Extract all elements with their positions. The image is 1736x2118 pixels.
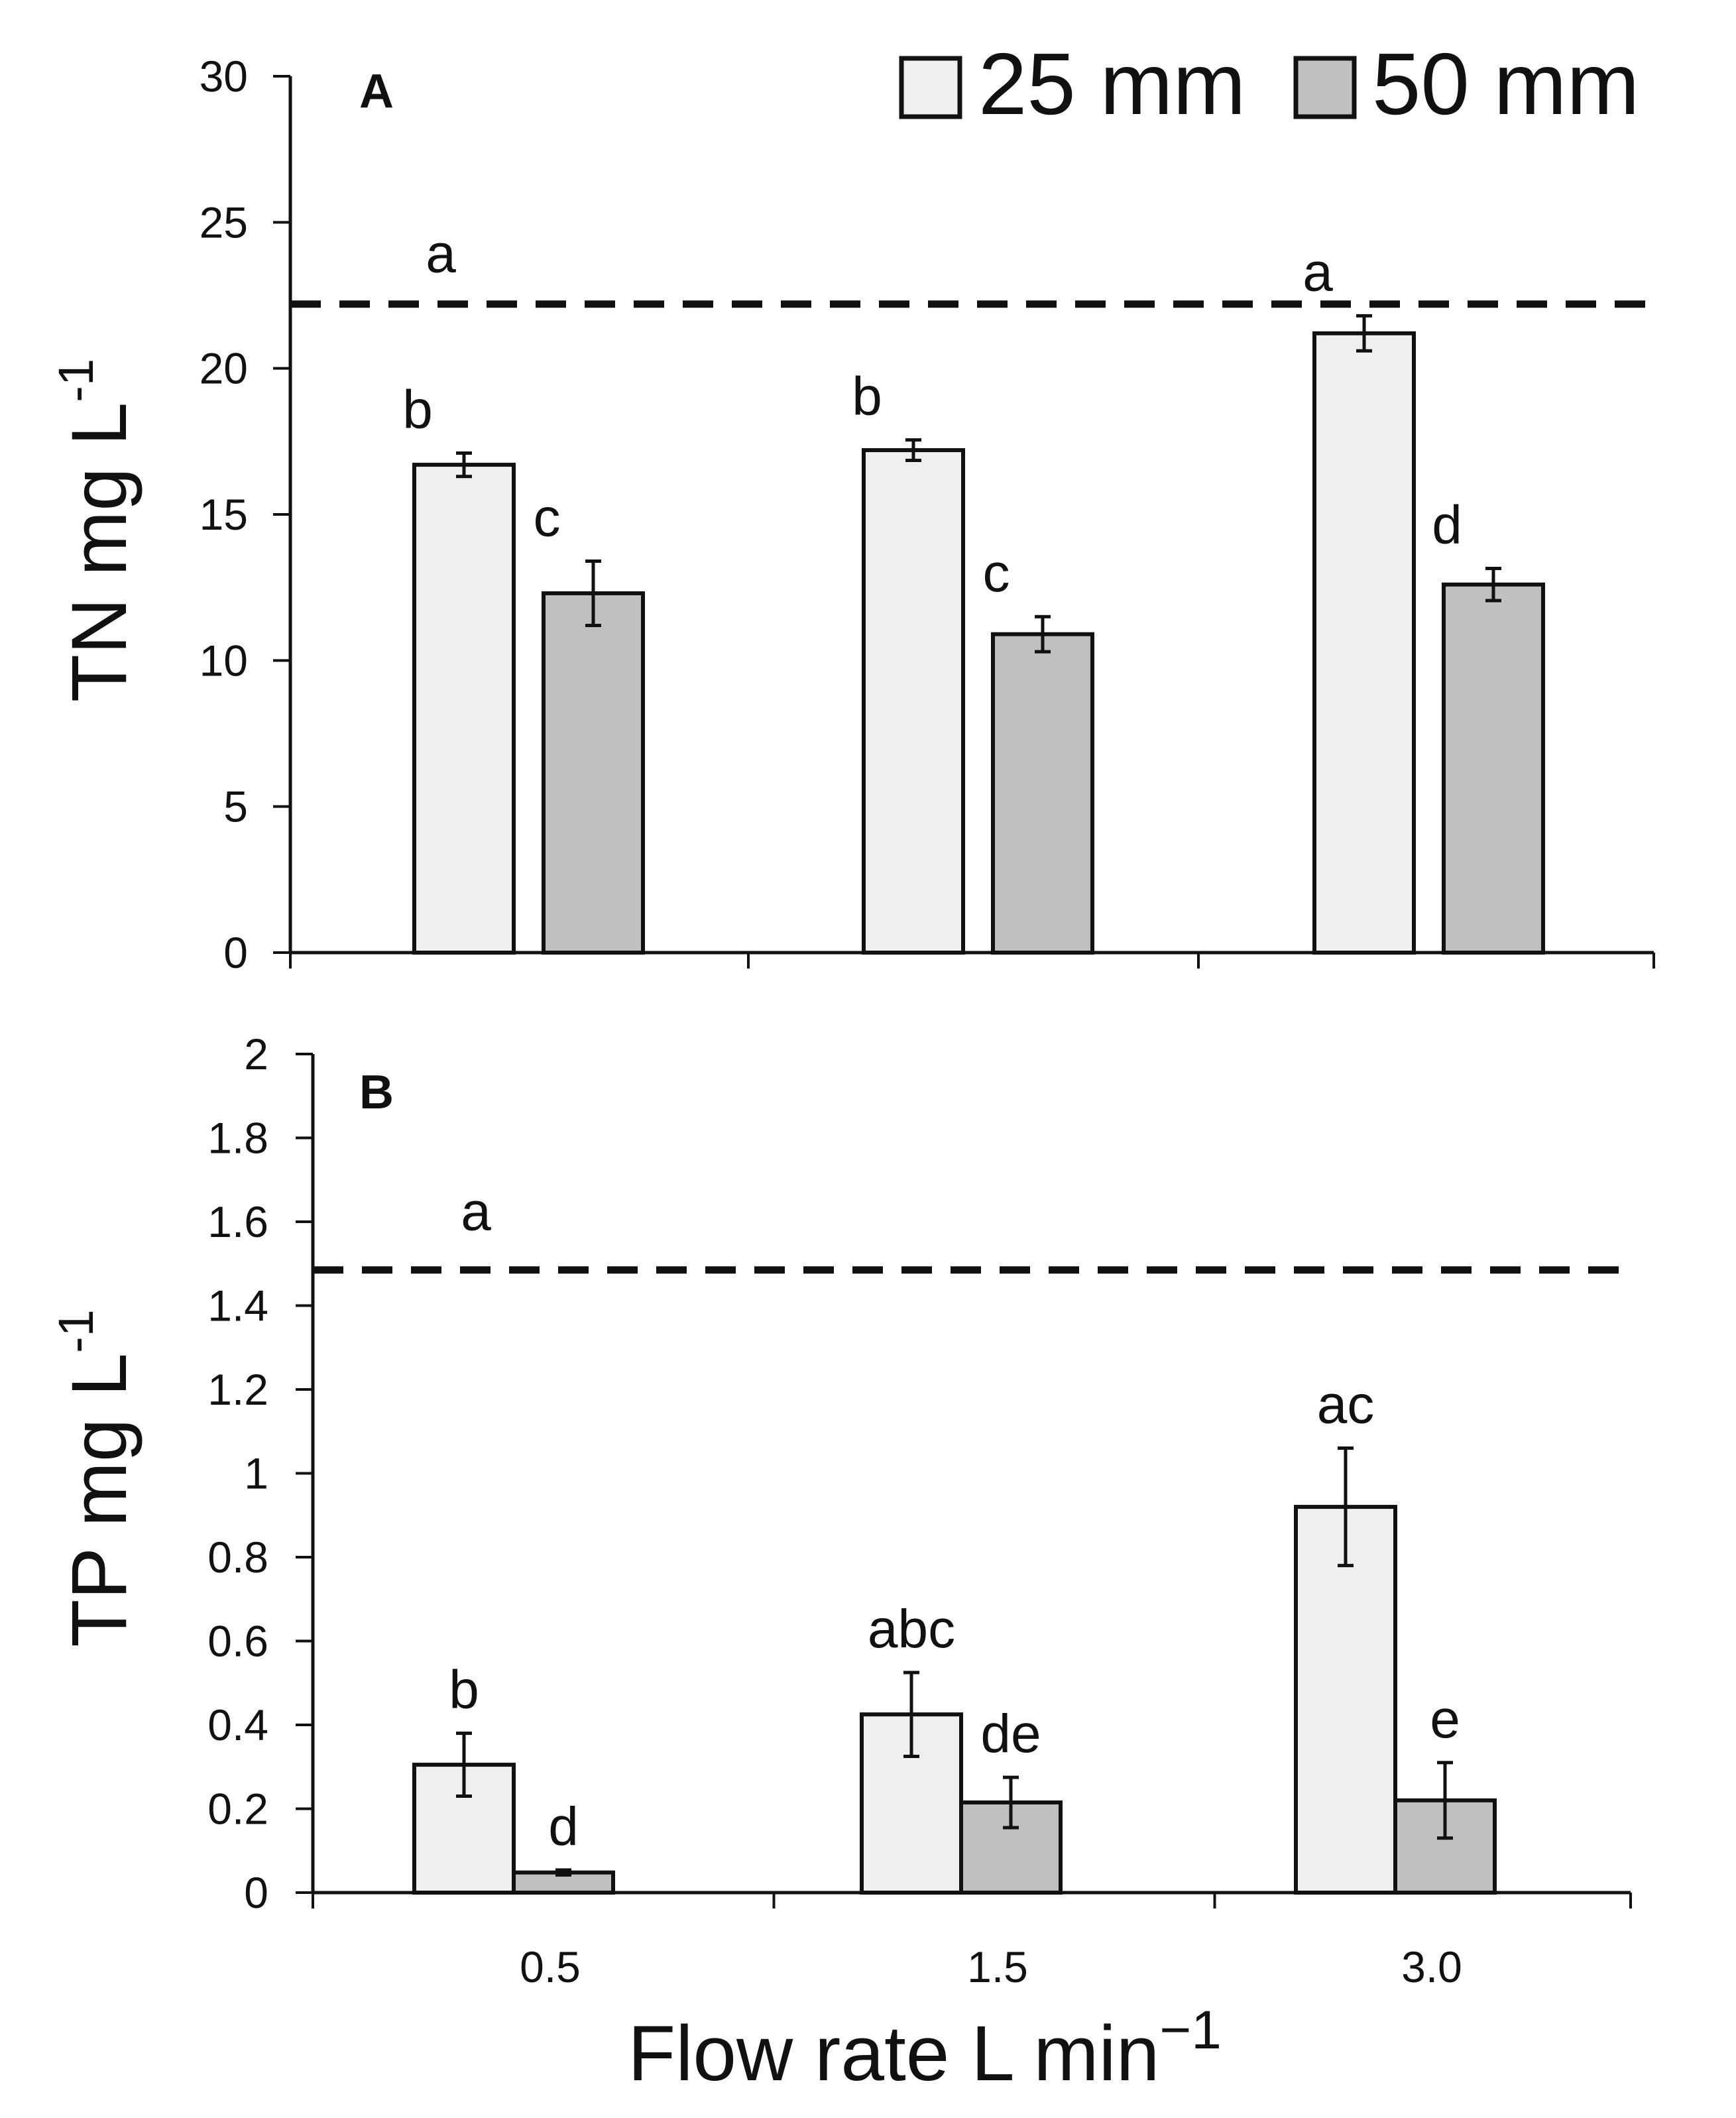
y-axis-title-superscript: -1 bbox=[48, 1309, 103, 1353]
significance-letter: b bbox=[402, 379, 433, 440]
y-tick-label: 30 bbox=[200, 52, 248, 101]
x-tick-label: 3.0 bbox=[1401, 1942, 1462, 1991]
significance-letter: c bbox=[983, 543, 1010, 603]
legend-label-50mm: 50 mm bbox=[1372, 35, 1639, 133]
y-tick-label: 10 bbox=[200, 636, 248, 685]
y-tick-label: 0.4 bbox=[207, 1700, 268, 1749]
y-tick-label: 1.6 bbox=[207, 1197, 268, 1246]
y-tick-label: 1 bbox=[244, 1449, 268, 1498]
significance-letter: c bbox=[534, 488, 561, 548]
x-axis-title-text: Flow rate L min bbox=[628, 2010, 1159, 2097]
x-axis-title-superscript: −1 bbox=[1159, 2000, 1222, 2060]
bar-50mm-1.5 bbox=[991, 632, 1094, 955]
y-tick-label: 0 bbox=[223, 928, 248, 977]
bar-25mm-1.5 bbox=[862, 448, 965, 955]
y-axis-title-superscript: -1 bbox=[48, 359, 103, 402]
reference-line-letter: a bbox=[426, 224, 456, 284]
significance-letter: e bbox=[1430, 1689, 1460, 1749]
bar-50mm-3.0 bbox=[1442, 582, 1545, 955]
y-axis-title-text: TN mg L bbox=[56, 402, 143, 702]
legend: 25 mm 50 mm bbox=[899, 35, 1639, 133]
y-tick-label: 0.6 bbox=[207, 1617, 268, 1666]
significance-letter: abc bbox=[868, 1599, 955, 1659]
legend-swatch-25mm bbox=[899, 56, 962, 119]
panel-a: 0 5 10 15 20 25 30 a b b a c c d A TN mg L-1 bbox=[48, 52, 1655, 977]
bar-25mm-0.5 bbox=[412, 463, 516, 955]
y-tick-label: 15 bbox=[200, 490, 248, 539]
bar-25mm-3.0 bbox=[1312, 331, 1416, 955]
y-tick-label: 0 bbox=[244, 1868, 268, 1917]
x-axis-title: Flow rate L min−1 bbox=[628, 2000, 1222, 2097]
legend-label-25mm: 25 mm bbox=[978, 35, 1245, 133]
y-tick-label: 2 bbox=[244, 1030, 268, 1079]
bar-25mm-3.0 bbox=[1294, 1505, 1397, 1895]
y-tick-label: 5 bbox=[223, 782, 248, 831]
reference-line-letter: a bbox=[461, 1182, 491, 1242]
legend-swatch-50mm bbox=[1293, 56, 1357, 119]
x-tick-label: 1.5 bbox=[967, 1942, 1028, 1991]
significance-letter: a bbox=[1302, 242, 1333, 302]
y-tick-label: 1.8 bbox=[207, 1114, 268, 1163]
y-tick-label: 0.2 bbox=[207, 1785, 268, 1834]
panel-label: B bbox=[359, 1066, 394, 1119]
y-axis-title: TN mg L-1 bbox=[48, 359, 143, 702]
y-tick-label: 1.2 bbox=[207, 1365, 268, 1414]
y-tick-label: 20 bbox=[200, 344, 248, 393]
panel-label: A bbox=[359, 65, 394, 118]
significance-letter: d bbox=[548, 1796, 579, 1857]
bar-50mm-0.5 bbox=[542, 591, 645, 955]
y-axis-title: TP mg L-1 bbox=[48, 1309, 143, 1647]
significance-letter: de bbox=[980, 1704, 1041, 1764]
significance-letter: ac bbox=[1317, 1375, 1375, 1435]
y-axis-title-text: TP mg L bbox=[56, 1353, 143, 1647]
y-tick-label: 1.4 bbox=[207, 1281, 268, 1330]
x-tick-label: 0.5 bbox=[520, 1942, 581, 1991]
y-tick-label: 0.8 bbox=[207, 1533, 268, 1582]
panel-b: 0 0.2 0.4 0.6 0.8 1 1.2 1.4 1.6 1.8 2 0.5 1.5 3.0 a b ab… bbox=[48, 1030, 1632, 1991]
y-tick-label: 25 bbox=[200, 198, 248, 247]
significance-letter: b bbox=[449, 1660, 479, 1720]
significance-letter: d bbox=[1432, 495, 1462, 556]
significance-letter: b bbox=[852, 367, 882, 427]
